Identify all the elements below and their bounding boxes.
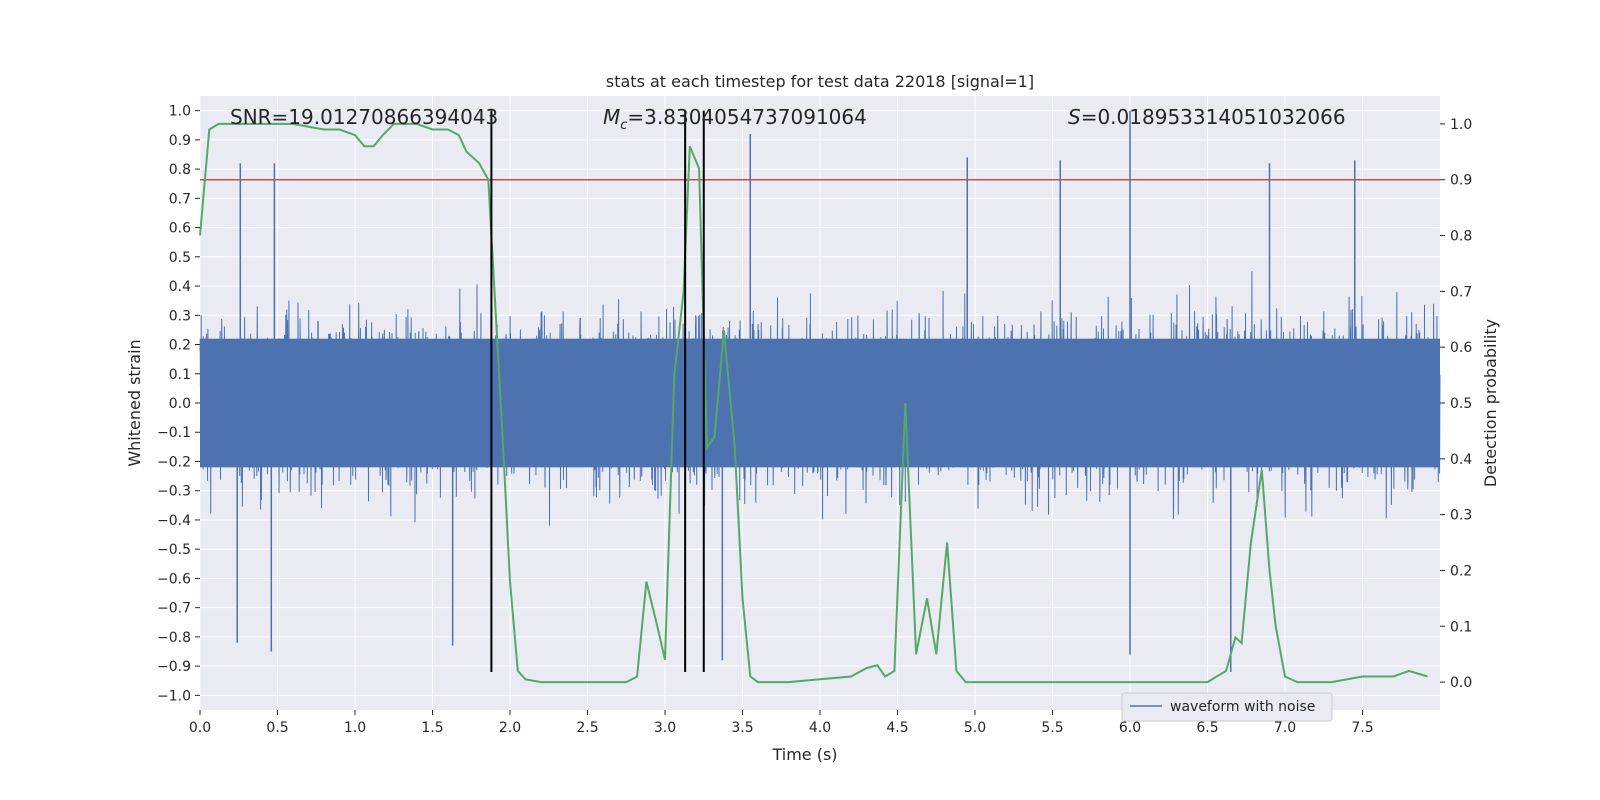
y-tick-label: 0.5 [169, 250, 191, 266]
y-tick-label: 0.4 [169, 279, 191, 295]
y-axis-label: Whitened strain [125, 339, 144, 466]
y2-tick-label: 1.0 [1450, 117, 1472, 133]
x-tick-label: 5.5 [1041, 720, 1063, 736]
x-tick-label: 5.0 [964, 720, 986, 736]
y-tick-label: −0.3 [157, 484, 191, 500]
x-tick-label: 2.0 [499, 720, 521, 736]
s-annotation: S=0.018953314051032066 [1068, 105, 1346, 129]
x-tick-label: 2.5 [576, 720, 598, 736]
y-tick-label: 0.1 [169, 367, 191, 383]
y-tick-label: −0.2 [157, 454, 191, 470]
y-tick-label: 0.3 [169, 308, 191, 324]
x-tick-label: 3.0 [654, 720, 676, 736]
legend-label-waveform: waveform with noise [1170, 699, 1315, 715]
chirp-mass-subscript: c [620, 118, 627, 133]
waveform-core-band [200, 338, 1440, 468]
x-tick-label: 0.0 [189, 720, 211, 736]
s-value: =0.018953314051032066 [1081, 105, 1346, 129]
y-tick-label: −0.8 [157, 630, 191, 646]
x-tick-label: 1.0 [344, 720, 366, 736]
y2-tick-label: 0.2 [1450, 563, 1472, 579]
legend: waveform with noise [1121, 692, 1333, 722]
y-tick-label: 0.7 [169, 191, 191, 207]
y-axis-ticks: 1.0 0.9 0.8 0.7 0.6 0.5 0.4 0.3 0.2 0.1 0.0 −0.1 −0.… [157, 104, 200, 704]
x-tick-label: 7.5 [1351, 720, 1373, 736]
y2-tick-label: 0.3 [1450, 508, 1472, 524]
y-tick-label: −0.7 [157, 601, 191, 617]
y-tick-label: 0.0 [169, 396, 191, 412]
x-tick-label: 3.5 [731, 720, 753, 736]
y-tick-label: −1.0 [157, 688, 191, 704]
x-tick-label: 7.0 [1274, 720, 1296, 736]
x-tick-label: 6.5 [1196, 720, 1218, 736]
chirp-mass-annotation: Mc=3.8304054737091064 [603, 105, 867, 133]
y2-tick-label: 0.1 [1450, 619, 1472, 635]
x-tick-label: 4.0 [809, 720, 831, 736]
probability-series [199, 122, 1440, 684]
y2-tick-label: 0.0 [1450, 675, 1472, 691]
waveform-series [199, 110, 1441, 672]
y-tick-label: 0.6 [169, 221, 191, 237]
y2-tick-label: 0.4 [1450, 452, 1472, 468]
y-tick-label: 0.2 [169, 338, 191, 354]
y-tick-label: −0.5 [157, 542, 191, 558]
y-tick-label: −0.4 [157, 513, 191, 529]
event-marker-lines [490, 110, 705, 672]
y2-tick-label: 0.6 [1450, 340, 1472, 356]
y-tick-label: −0.6 [157, 571, 191, 587]
y2-tick-label: 0.7 [1450, 284, 1472, 300]
x-tick-label: 1.5 [421, 720, 443, 736]
y-tick-label: −0.9 [157, 659, 191, 675]
y2-axis-ticks: 1.0 0.9 0.8 0.7 0.6 0.5 0.4 0.3 0.2 0.1 0.0 [1440, 117, 1472, 691]
y2-axis-label: Detection probability [1481, 319, 1500, 487]
x-tick-label: 0.5 [266, 720, 288, 736]
s-symbol: S [1068, 105, 1081, 129]
x-axis-ticks: 0.0 0.5 1.0 1.5 2.0 2.5 3.0 3.5 4.0 4.5 5.0 5.5 6.0 6… [189, 710, 1374, 736]
x-tick-label: 4.5 [886, 720, 908, 736]
y-tick-label: 0.8 [169, 162, 191, 178]
chirp-mass-value: =3.8304054737091064 [627, 105, 866, 129]
x-axis-label: Time (s) [771, 745, 837, 764]
snr-annotation: SNR=19.01270866394043 [230, 105, 498, 129]
x-tick-label: 6.0 [1119, 720, 1141, 736]
probability-line [199, 122, 1428, 684]
y2-tick-label: 0.9 [1450, 173, 1472, 189]
y2-tick-label: 0.5 [1450, 396, 1472, 412]
chart-title: stats at each timestep for test data 220… [606, 72, 1034, 91]
y2-tick-label: 0.8 [1450, 229, 1472, 245]
y-tick-label: 0.9 [169, 133, 191, 149]
chirp-mass-symbol: M [603, 105, 620, 129]
legend-box [1121, 692, 1333, 722]
y-tick-label: 1.0 [169, 104, 191, 120]
y-tick-label: −0.1 [157, 425, 191, 441]
